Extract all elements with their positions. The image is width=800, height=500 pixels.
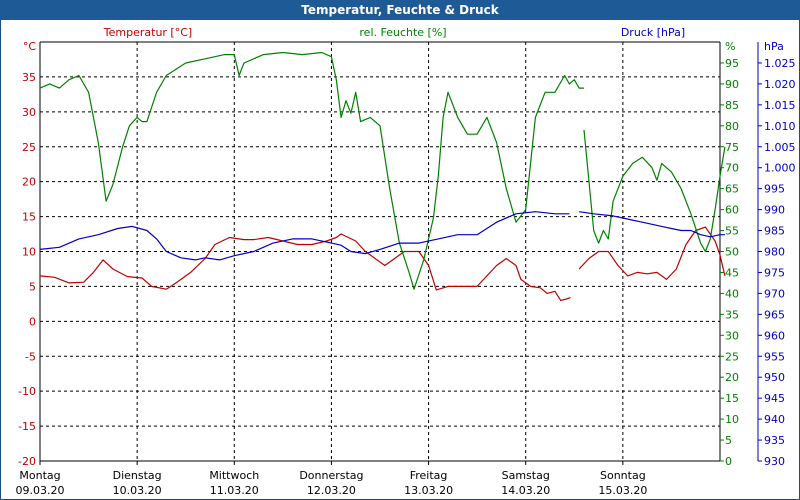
pressure-tick-label: 970: [764, 287, 785, 300]
x-tick-label-date: 14.03.20: [501, 484, 550, 497]
temperature-tick-label: 10: [22, 246, 36, 259]
humidity-tick-label: 95: [725, 57, 739, 70]
x-tick-label-date: 15.03.20: [598, 484, 647, 497]
x-tick-label-day: Dienstag: [113, 469, 162, 482]
x-tick-label-date: 12.03.20: [307, 484, 356, 497]
humidity-axis-label: rel. Feuchte [%]: [359, 26, 446, 39]
series-line-pressure: [579, 211, 725, 238]
pressure-unit-label: hPa: [764, 40, 784, 53]
humidity-tick-label: 90: [725, 78, 739, 91]
pressure-axis-label: Druck [hPa]: [621, 26, 685, 39]
pressure-tick-label: 1.000: [764, 162, 796, 175]
x-axis-labels: Montag 09.03.20 Dienstag 10.03.20 Mittwoch 11…: [16, 461, 647, 497]
x-tick-label-day: Montag: [19, 469, 60, 482]
series-line-temperature: [578, 226, 726, 280]
humidity-tick-label: 45: [725, 266, 739, 279]
pressure-tick-label: 960: [764, 329, 785, 342]
x-tick-label-date: 10.03.20: [113, 484, 162, 497]
humidity-tick-label: 70: [725, 162, 739, 175]
temperature-tick-label: -20: [18, 455, 36, 468]
humidity-tick-label: 5: [725, 434, 732, 447]
pressure-tick-label: 1.025: [764, 57, 796, 70]
pressure-tick-label: 995: [764, 183, 785, 196]
x-tick-label-day: Sonntag: [600, 469, 646, 482]
temperature-tick-label: 0: [29, 315, 36, 328]
humidity-tick-label: 30: [725, 329, 739, 342]
series-line-temperature: [39, 233, 571, 301]
humidity-tick-label: 75: [725, 141, 739, 154]
humidity-tick-label: 0: [725, 455, 732, 468]
humidity-tick-label: 40: [725, 287, 739, 300]
temperature-tick-label: 25: [22, 141, 36, 154]
pressure-tick-label: 1.020: [764, 78, 796, 91]
humidity-tick-label: 85: [725, 99, 739, 112]
pressure-tick-label: 985: [764, 225, 785, 238]
pressure-tick-label: 955: [764, 350, 785, 363]
pressure-tick-label: 980: [764, 246, 785, 259]
tick-labels: -20 -15 -10 -5 0 5 10 15 20 25 30 35 0 5 10 15 20 25 30 35 4…: [18, 42, 796, 468]
humidity-tick-label: 55: [725, 225, 739, 238]
series-line-pressure: [39, 211, 570, 261]
temperature-tick-label: 5: [29, 280, 36, 293]
temperature-tick-label: -15: [18, 420, 36, 433]
humidity-tick-label: 80: [725, 120, 739, 133]
pressure-tick-label: 1.005: [764, 141, 796, 154]
series-line-humidity: [39, 51, 584, 290]
temperature-tick-label: 20: [22, 176, 36, 189]
humidity-tick-label: 25: [725, 350, 739, 363]
pressure-tick-label: 940: [764, 413, 785, 426]
humidity-tick-label: 50: [725, 246, 739, 259]
temperature-axis-label: Temperatur [°C]: [103, 26, 192, 39]
x-tick-label-day: Freitag: [410, 469, 448, 482]
x-tick-label-day: Samstag: [502, 469, 550, 482]
temperature-tick-label: -10: [18, 385, 36, 398]
x-tick-label-day: Mittwoch: [209, 469, 259, 482]
pressure-tick-label: 965: [764, 308, 785, 321]
temperature-tick-label: 35: [22, 71, 36, 84]
temperature-unit-label: °C: [23, 40, 37, 53]
x-tick-label-date: 13.03.20: [404, 484, 453, 497]
humidity-tick-label: 10: [725, 413, 739, 426]
pressure-tick-label: 930: [764, 455, 785, 468]
pressure-tick-label: 950: [764, 371, 785, 384]
series-line-humidity: [583, 129, 726, 253]
window-title: Temperatur, Feuchte & Druck: [0, 0, 800, 20]
series-layer: [39, 51, 726, 301]
temperature-tick-label: 15: [22, 211, 36, 224]
humidity-tick-label: 35: [725, 308, 739, 321]
humidity-tick-label: 15: [725, 392, 739, 405]
pressure-tick-label: 975: [764, 266, 785, 279]
pressure-tick-label: 1.010: [764, 120, 796, 133]
humidity-tick-label: 65: [725, 183, 739, 196]
pressure-tick-label: 935: [764, 434, 785, 447]
pressure-tick-label: 945: [764, 392, 785, 405]
temperature-tick-label: 30: [22, 106, 36, 119]
x-tick-label-date: 11.03.20: [210, 484, 259, 497]
humidity-tick-label: 60: [725, 204, 739, 217]
pressure-tick-label: 1.015: [764, 99, 796, 112]
humidity-unit-label: %: [725, 40, 735, 53]
temperature-tick-label: -5: [25, 350, 36, 363]
x-tick-label-date: 09.03.20: [16, 484, 65, 497]
humidity-tick-label: 20: [725, 371, 739, 384]
x-tick-label-day: Donnerstag: [299, 469, 363, 482]
pressure-tick-label: 990: [764, 204, 785, 217]
